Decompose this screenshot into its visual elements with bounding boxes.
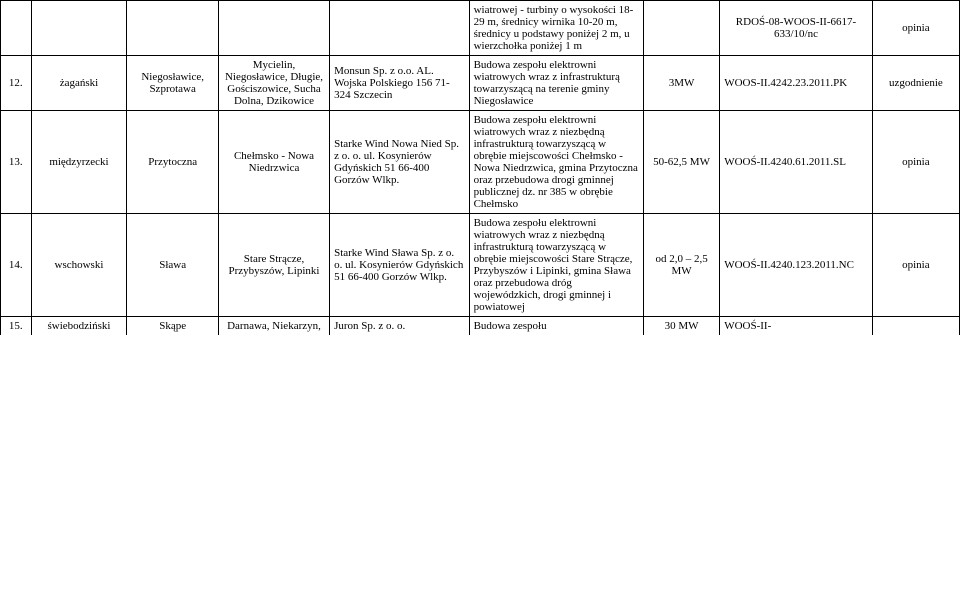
- cell-description: Budowa zespołu elektrowni wiatrowych wra…: [469, 56, 643, 111]
- cell-power: [643, 1, 719, 56]
- cell-commune: Niegosławice, Szprotawa: [127, 56, 219, 111]
- cell-reference: WOOŚ-II.4240.61.2011.SL: [720, 111, 873, 214]
- cell-commune: [127, 1, 219, 56]
- cell-district: międzyrzecki: [31, 111, 127, 214]
- table-row: 14. wschowski Sława Stare Strącze, Przyb…: [1, 214, 960, 317]
- cell-investor: Juron Sp. z o. o.: [330, 317, 469, 336]
- cell-commune: Przytoczna: [127, 111, 219, 214]
- cell-district: świebodziński: [31, 317, 127, 336]
- document-table: wiatrowej - turbiny o wysokości 18-29 m,…: [0, 0, 960, 335]
- cell-reference: WOOŚ-II.4240.123.2011.NC: [720, 214, 873, 317]
- cell-location: Chełmsko - Nowa Niedrzwica: [218, 111, 329, 214]
- cell-description: Budowa zespołu: [469, 317, 643, 336]
- cell-district: żagański: [31, 56, 127, 111]
- cell-status: opinia: [872, 214, 959, 317]
- cell-investor: [330, 1, 469, 56]
- cell-power: 30 MW: [643, 317, 719, 336]
- cell-index: 13.: [1, 111, 32, 214]
- table-row: 13. międzyrzecki Przytoczna Chełmsko - N…: [1, 111, 960, 214]
- cell-status: uzgodnienie: [872, 56, 959, 111]
- cell-index: 14.: [1, 214, 32, 317]
- cell-location: Darnawa, Niekarzyn,: [218, 317, 329, 336]
- cell-location: Stare Strącze, Przybyszów, Lipinki: [218, 214, 329, 317]
- cell-reference: WOOS-II.4242.23.2011.PK: [720, 56, 873, 111]
- cell-reference: RDOŚ-08-WOOS-II-6617-633/10/nc: [720, 1, 873, 56]
- cell-description: Budowa zespołu elektrowni wiatrowych wra…: [469, 214, 643, 317]
- cell-description: wiatrowej - turbiny o wysokości 18-29 m,…: [469, 1, 643, 56]
- cell-status: opinia: [872, 111, 959, 214]
- cell-location: [218, 1, 329, 56]
- cell-power: od 2,0 – 2,5 MW: [643, 214, 719, 317]
- cell-index: 15.: [1, 317, 32, 336]
- cell-power: 3MW: [643, 56, 719, 111]
- cell-investor: Monsun Sp. z o.o. AL. Wojska Polskiego 1…: [330, 56, 469, 111]
- cell-investor: Starke Wind Nowa Nied Sp. z o. o. ul. Ko…: [330, 111, 469, 214]
- cell-location: Mycielin, Niegosławice, Długie, Gościszo…: [218, 56, 329, 111]
- cell-investor: Starke Wind Sława Sp. z o. o. ul. Kosyni…: [330, 214, 469, 317]
- cell-district: wschowski: [31, 214, 127, 317]
- cell-commune: Skąpe: [127, 317, 219, 336]
- table-row: 15. świebodziński Skąpe Darnawa, Niekarz…: [1, 317, 960, 336]
- cell-status: opinia: [872, 1, 959, 56]
- table-row: wiatrowej - turbiny o wysokości 18-29 m,…: [1, 1, 960, 56]
- table-row: 12. żagański Niegosławice, Szprotawa Myc…: [1, 56, 960, 111]
- cell-district: [31, 1, 127, 56]
- cell-commune: Sława: [127, 214, 219, 317]
- cell-index: 12.: [1, 56, 32, 111]
- cell-status: [872, 317, 959, 336]
- cell-description: Budowa zespołu elektrowni wiatrowych wra…: [469, 111, 643, 214]
- cell-index: [1, 1, 32, 56]
- cell-reference: WOOŚ-II-: [720, 317, 873, 336]
- cell-power: 50-62,5 MW: [643, 111, 719, 214]
